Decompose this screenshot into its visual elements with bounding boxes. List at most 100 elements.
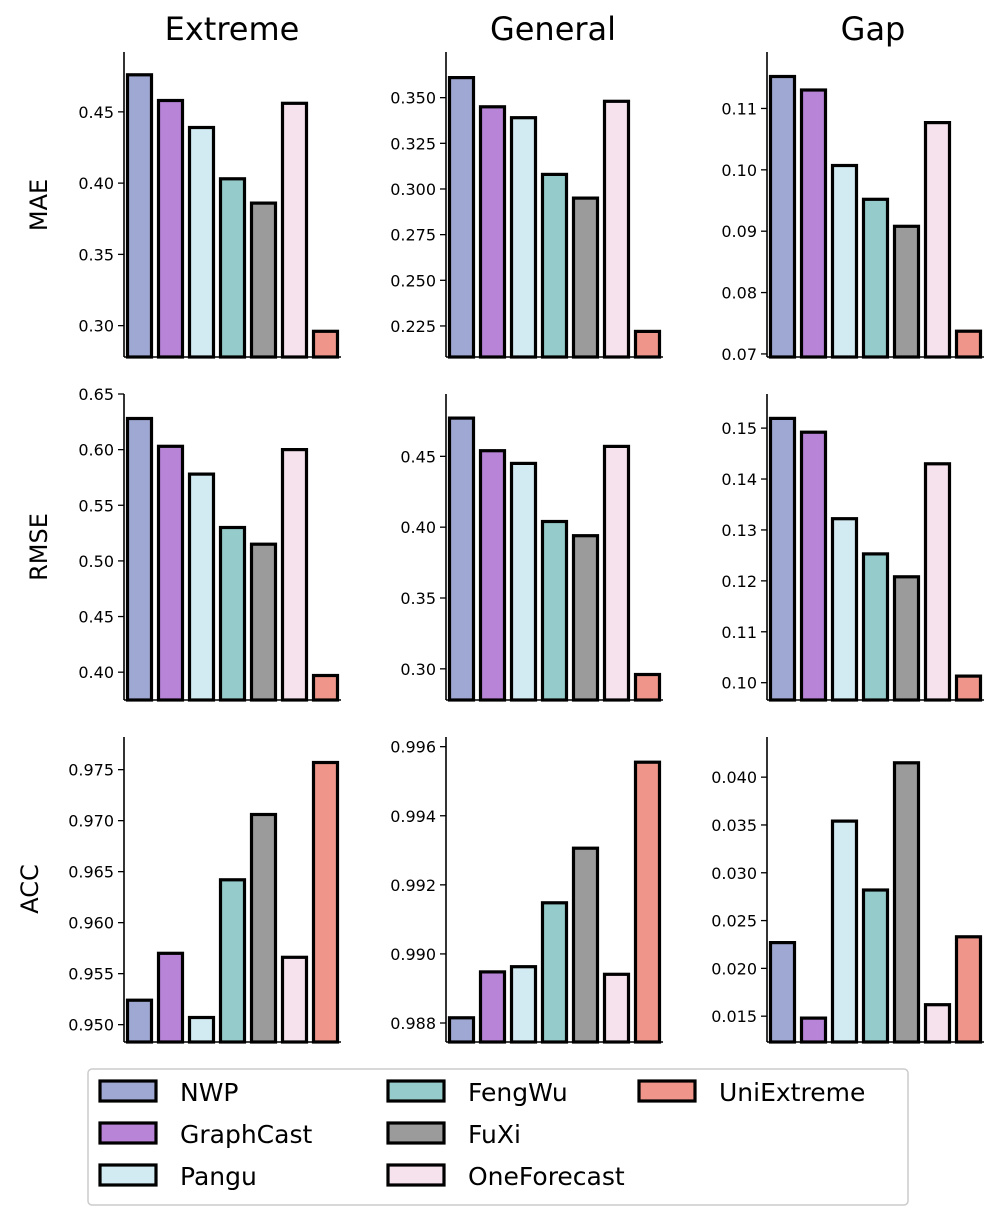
bar-oneforecast [280, 101, 309, 359]
y-tick-label: 0.990 [390, 945, 436, 964]
y-tick-label: 0.14 [721, 470, 757, 489]
bar-nwp [447, 75, 476, 359]
bar-graphcast [156, 951, 185, 1044]
bar-graphcast [478, 970, 507, 1044]
y-tick-label: 0.250 [390, 271, 436, 290]
bar-fuxi [892, 224, 921, 359]
bar-oneforecast [923, 120, 952, 359]
bar-pangu [830, 819, 859, 1044]
legend-item-fengwu: FengWu [386, 1078, 568, 1107]
y-tick-label: 0.996 [390, 738, 436, 757]
y-tick-label: 0.11 [721, 99, 757, 118]
bar-fuxi [249, 201, 278, 359]
y-tick-label: 0.975 [68, 761, 114, 780]
bar-pangu [187, 1015, 216, 1044]
row-label-mae: MAE [25, 179, 53, 231]
bar-nwp [768, 940, 797, 1044]
legend-swatch [386, 1163, 446, 1187]
legend-swatch [637, 1079, 697, 1103]
bar-fengwu [540, 901, 569, 1044]
y-tick-label: 0.950 [68, 1016, 114, 1035]
legend: NWP GraphCast Pangu FengWu FuXi OneForecast Un… [87, 1068, 909, 1206]
subplot-rmse-extreme: 0.40 0.45 0.50 0.55 0.60 0.65 [78, 385, 341, 702]
bar-nwp [125, 73, 154, 359]
bar-fuxi [249, 812, 278, 1044]
y-tick-label: 0.300 [390, 180, 436, 199]
column-title-extreme: Extreme [165, 10, 300, 48]
legend-item-fuxi: FuXi [386, 1120, 521, 1149]
legend-swatch [98, 1163, 158, 1187]
bar-nwp [125, 416, 154, 702]
bar-uniextreme [633, 760, 662, 1044]
legend-swatch [98, 1079, 158, 1103]
column-title-general: General [490, 10, 616, 48]
bar-fengwu [861, 197, 890, 359]
bar-oneforecast [602, 99, 631, 359]
y-tick-label: 0.50 [78, 552, 114, 571]
y-tick-label: 0.030 [711, 864, 757, 883]
y-tick-label: 0.955 [68, 965, 114, 984]
bar-oneforecast [280, 955, 309, 1044]
y-tick-label: 0.965 [68, 863, 114, 882]
bar-uniextreme [633, 672, 662, 702]
subplot-acc-general: 0.988 0.990 0.992 0.994 0.996 [390, 737, 663, 1044]
y-tick-label: 0.07 [721, 345, 757, 364]
y-tick-label: 0.40 [78, 663, 114, 682]
legend-label: FuXi [468, 1120, 521, 1149]
legend-item-graphcast: GraphCast [98, 1120, 312, 1149]
legend-label: UniExtreme [719, 1078, 865, 1107]
subplot-mae-gap: 0.07 0.08 0.09 0.10 0.11 [721, 52, 984, 364]
y-tick-label: 0.35 [78, 245, 114, 264]
y-tick-label: 0.09 [721, 222, 757, 241]
column-title-gap: Gap [841, 10, 906, 48]
bar-graphcast [156, 444, 185, 702]
y-tick-label: 0.992 [390, 876, 436, 895]
bar-fuxi [249, 542, 278, 702]
legend-swatch [386, 1121, 446, 1145]
column-titles: Extreme General Gap [165, 10, 906, 48]
y-tick-label: 0.015 [711, 1007, 757, 1026]
legend-label: FengWu [468, 1078, 568, 1107]
bar-graphcast [799, 1016, 828, 1044]
y-tick-label: 0.988 [390, 1014, 436, 1033]
bar-fengwu [218, 525, 247, 702]
y-tick-label: 0.350 [390, 89, 436, 108]
bar-nwp [768, 74, 797, 359]
bar-pangu [187, 472, 216, 702]
bar-oneforecast [923, 462, 952, 702]
bar-graphcast [799, 88, 828, 359]
y-tick-label: 0.55 [78, 496, 114, 515]
bar-graphcast [799, 430, 828, 702]
bar-fengwu [861, 552, 890, 702]
subplot-mae-general: 0.225 0.250 0.275 0.300 0.325 0.350 [390, 52, 663, 359]
bar-graphcast [478, 449, 507, 702]
y-tick-label: 0.994 [390, 807, 436, 826]
y-tick-label: 0.45 [78, 103, 114, 122]
bar-fuxi [571, 846, 600, 1044]
bar-pangu [187, 125, 216, 359]
y-tick-label: 0.35 [400, 589, 436, 608]
bar-uniextreme [311, 329, 340, 359]
bar-uniextreme [633, 329, 662, 359]
bar-pangu [830, 517, 859, 702]
bar-fengwu [218, 177, 247, 359]
y-tick-label: 0.40 [400, 518, 436, 537]
y-tick-label: 0.020 [711, 959, 757, 978]
row-label-rmse: RMSE [25, 513, 53, 581]
legend-label: NWP [180, 1078, 239, 1107]
bar-pangu [509, 461, 538, 702]
y-tick-label: 0.08 [721, 284, 757, 303]
legend-item-nwp: NWP [98, 1078, 239, 1107]
bar-uniextreme [954, 674, 983, 702]
legend-frame [87, 1068, 909, 1206]
bar-oneforecast [602, 972, 631, 1044]
y-tick-label: 0.225 [390, 317, 436, 336]
bar-nwp [447, 1016, 476, 1044]
bar-uniextreme [954, 935, 983, 1044]
legend-label: Pangu [180, 1162, 257, 1191]
legend-swatch [98, 1121, 158, 1145]
y-tick-label: 0.960 [68, 914, 114, 933]
subplot-acc-gap: 0.015 0.020 0.025 0.030 0.035 0.040 [711, 737, 984, 1044]
y-tick-label: 0.11 [721, 623, 757, 642]
